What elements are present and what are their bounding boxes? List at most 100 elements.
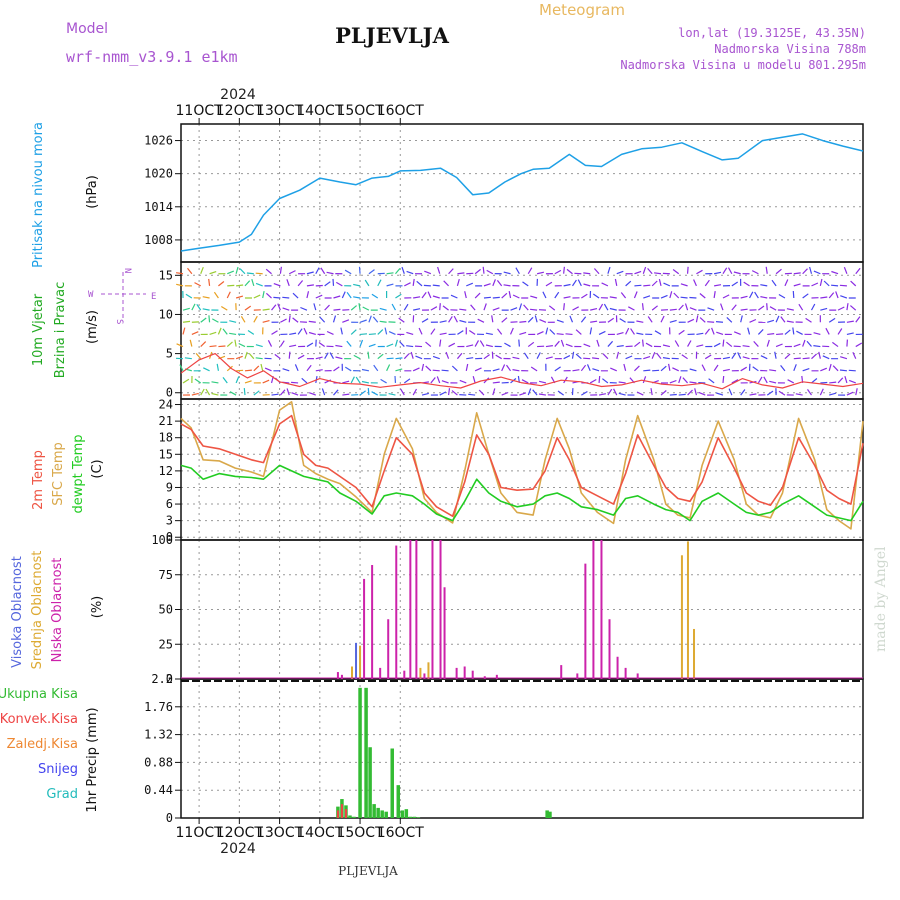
cloud-bar-low_cloud [439,540,442,679]
wind-arrow [474,268,481,275]
wind-arrow [563,266,565,274]
wind-arrow [536,331,544,335]
model-elevation-text: Nadmorska Visina u modelu 801.295m [620,58,866,72]
wind-arrow [282,368,290,372]
wind-arrow [828,363,832,371]
precip-legend-hail: Grad [46,787,78,802]
wind-arrow [182,320,191,323]
wind-arrow [179,364,184,372]
wind-arrow [523,352,529,360]
wind-arrow [367,351,370,359]
wind-arrow [359,319,367,323]
cloud-bar-low_cloud [443,587,446,679]
wind-arrow [229,391,237,396]
wind-arrow [229,320,237,323]
wind-arrow [641,303,644,311]
wind-arrow [699,293,706,299]
wind-arrow [368,315,372,323]
wind-arrow [483,296,491,299]
wind-arrow [218,345,226,348]
wind-arrow [536,352,541,359]
wind-arrow [835,291,839,299]
wind-arrow [802,357,810,360]
wind-arrow [412,278,415,286]
wind-arrow [386,272,394,275]
wind-arrow [669,319,677,323]
cloud-bar-low_cloud [363,578,366,679]
wind-arrow [300,306,308,311]
wind-arrow [669,379,677,384]
wind-arrow [819,388,824,396]
compass-s: S [114,319,124,324]
wind-arrow [742,356,750,360]
wind-arrow [767,333,775,336]
temp-line-temp2m [180,414,864,518]
wind-arrow [466,282,474,287]
wind-arrow [437,266,441,274]
wind-arrow [226,365,233,372]
wind-arrow [855,316,861,323]
wind-arrow [778,293,786,299]
wind-arrow [279,340,285,347]
wind-arrow [421,363,425,371]
wind-arrow [518,303,523,311]
precip-ytick-label: 1.32 [144,728,173,742]
wind-arrow [837,377,844,384]
wind-arrow [395,268,401,275]
wind-arrow [820,367,828,372]
wind-arrow [255,357,263,360]
wind-arrow [819,278,823,287]
wind-arrow [696,332,704,336]
wind-arrow [265,292,272,299]
wind-arrow [364,279,370,287]
cloud-bar-mid_cloud [359,645,362,679]
wind-arrow [602,353,609,360]
wind-arrow [642,339,644,347]
wind-arrow [647,268,653,275]
wind-arrow [292,292,299,299]
wind-arrow [236,369,244,372]
wind-arrow [829,392,837,396]
wind-arrow [545,345,553,348]
wind-arrow [342,393,350,396]
cloud-bar-low_cloud [636,673,639,679]
wind-arrow [216,363,220,371]
wind-arrow [846,320,854,323]
wind-arrow [344,269,352,275]
cloud-ytick-label: 100 [151,533,173,547]
wind-arrow [380,378,387,384]
wind-arrow [704,279,710,287]
wind-arrow [707,307,715,311]
wind-arrow [740,389,746,396]
wind-arrow [191,303,196,311]
wind-arrow [769,369,777,372]
wind-arrow [442,305,449,311]
cloud-ytick-label: 25 [159,637,173,651]
wind-arrow [227,270,235,275]
wind-arrow [715,321,724,323]
x-tick-label-bottom: 12OCT [216,825,264,841]
wind-arrow [406,331,414,335]
wind-arrow [654,272,662,275]
temperature-ytick-label: 6 [166,497,173,511]
precip-panel: 0 0.44 0.88 1.32 1.76 2.2 [144,672,864,825]
wind-arrow [320,267,326,275]
wind-arrow [377,329,384,335]
wind-arrow [288,351,291,359]
wind-arrow [689,381,697,384]
wind-arrow [273,283,281,287]
wind-arrow [410,351,414,359]
cloud-bar-mid_cloud [419,667,422,679]
wind-arrow [820,307,828,311]
wind-arrow [843,266,848,274]
precip-ytick-label: 0 [166,811,173,825]
wind-arrow [464,291,467,299]
wind-arrow [432,284,440,287]
wind-arrow [589,378,597,384]
wind-arrow [618,381,626,384]
wind-arrow [571,279,577,287]
wind-arrow [850,305,857,311]
compass-w: W [88,290,94,300]
wind-arrow [253,365,260,372]
wind-arrow [757,328,764,335]
